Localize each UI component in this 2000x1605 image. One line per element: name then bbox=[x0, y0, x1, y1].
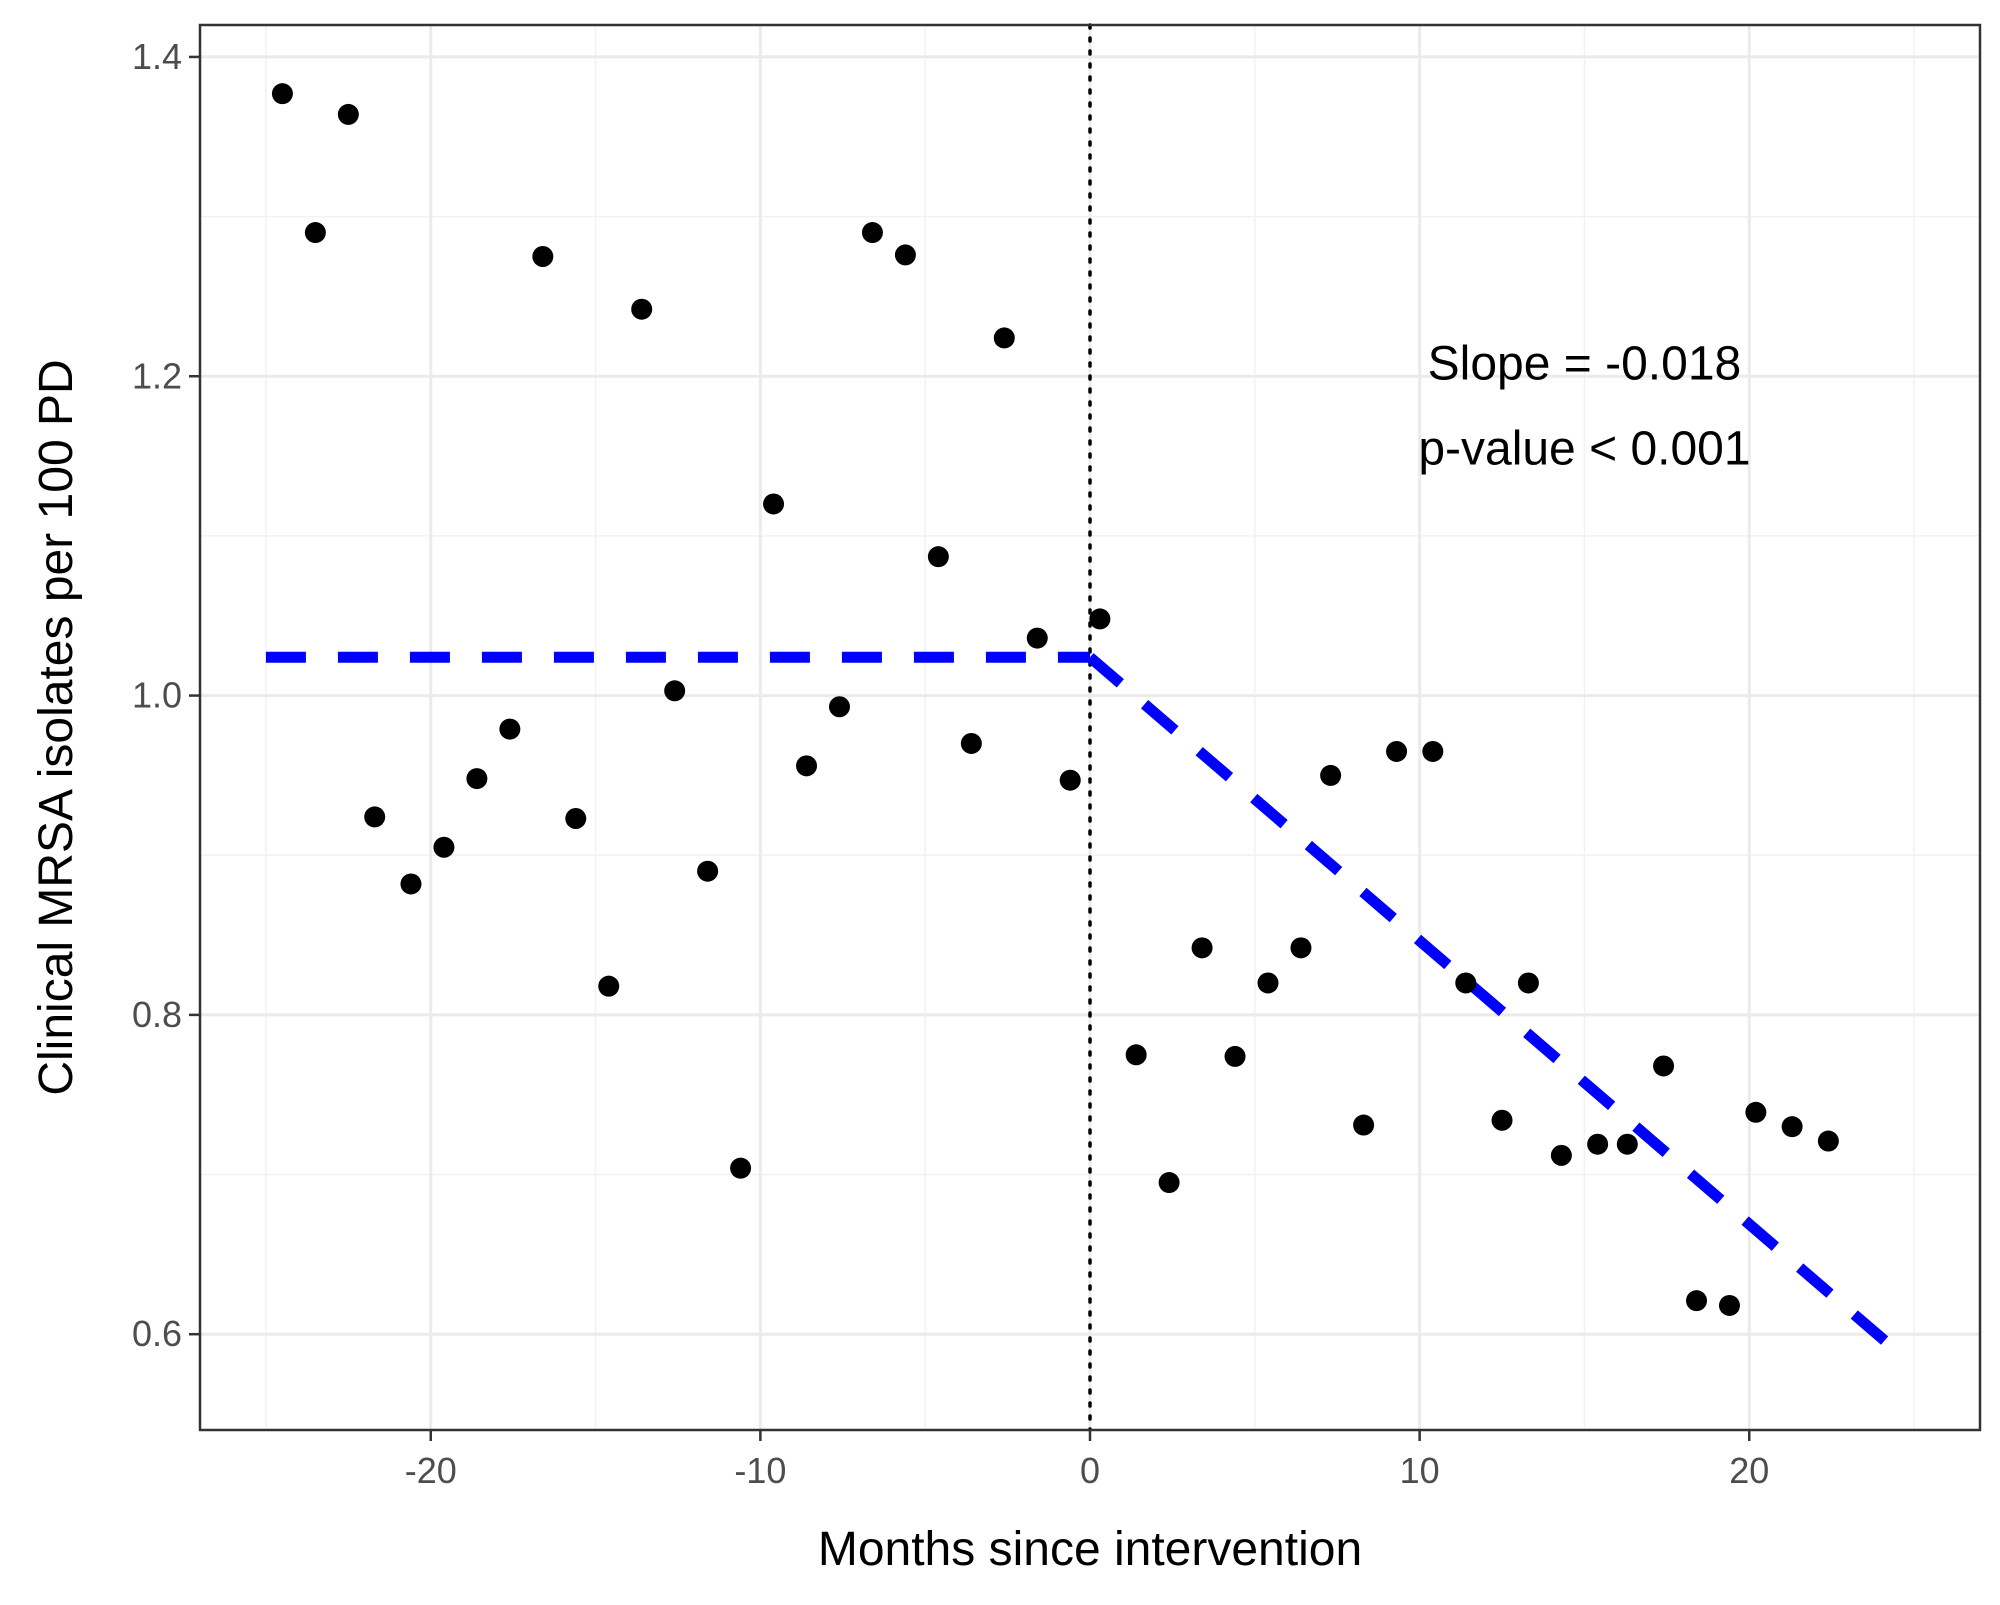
data-point bbox=[1718, 1294, 1740, 1316]
data-point bbox=[1290, 937, 1312, 959]
y-tick-label: 0.8 bbox=[132, 994, 182, 1035]
data-point bbox=[1653, 1055, 1675, 1077]
data-point bbox=[337, 103, 359, 125]
data-point bbox=[1745, 1101, 1767, 1123]
data-point bbox=[828, 696, 850, 718]
y-tick-label: 0.6 bbox=[132, 1313, 182, 1354]
x-tick-label: -10 bbox=[734, 1450, 786, 1491]
data-point bbox=[1320, 764, 1342, 786]
data-point bbox=[1026, 627, 1048, 649]
y-tick-label: 1.4 bbox=[132, 36, 182, 77]
annotation-p-value: p-value < 0.001 bbox=[1418, 422, 1750, 475]
data-point bbox=[697, 860, 719, 882]
data-point bbox=[466, 768, 488, 790]
x-axis-title: Months since intervention bbox=[818, 1523, 1362, 1576]
data-point bbox=[730, 1157, 752, 1179]
data-point bbox=[400, 873, 422, 895]
data-point bbox=[364, 806, 386, 828]
data-point bbox=[1550, 1144, 1572, 1166]
data-point bbox=[1491, 1109, 1513, 1131]
data-points bbox=[271, 83, 1839, 1316]
data-point bbox=[861, 222, 883, 244]
x-tick-label: -20 bbox=[405, 1450, 457, 1491]
data-point bbox=[1353, 1114, 1375, 1136]
x-tick-label: 20 bbox=[1729, 1450, 1769, 1491]
data-point bbox=[1817, 1130, 1839, 1152]
y-tick-label: 1.0 bbox=[132, 675, 182, 716]
data-point bbox=[796, 755, 818, 777]
data-point bbox=[1587, 1133, 1609, 1155]
data-point bbox=[927, 546, 949, 568]
fit-lines bbox=[265, 651, 1902, 1356]
data-point bbox=[993, 327, 1015, 349]
data-point bbox=[1257, 972, 1279, 994]
data-point bbox=[499, 718, 521, 740]
data-point bbox=[631, 298, 653, 320]
data-point bbox=[1224, 1045, 1246, 1067]
data-point bbox=[1089, 608, 1111, 630]
data-point bbox=[664, 680, 686, 702]
annotation-slope: Slope = -0.018 bbox=[1428, 337, 1742, 390]
data-point bbox=[271, 83, 293, 105]
x-axis-ticks: -20 -10 0 10 20 bbox=[405, 1430, 1769, 1491]
data-point bbox=[1686, 1290, 1708, 1312]
data-point bbox=[1158, 1172, 1180, 1194]
y-axis-title: Clinical MRSA isolates per 100 PD bbox=[30, 359, 83, 1095]
data-point bbox=[433, 836, 455, 858]
y-tick-label: 1.2 bbox=[132, 355, 182, 396]
data-point bbox=[1616, 1133, 1638, 1155]
x-tick-label: 10 bbox=[1400, 1450, 1440, 1491]
x-tick-label: 0 bbox=[1080, 1450, 1100, 1491]
data-point bbox=[1191, 937, 1213, 959]
data-point bbox=[1059, 769, 1081, 791]
data-point bbox=[598, 975, 620, 997]
data-point bbox=[1455, 972, 1477, 994]
data-point bbox=[532, 246, 554, 268]
data-point bbox=[1386, 740, 1408, 762]
data-point bbox=[763, 493, 785, 515]
data-point bbox=[565, 808, 587, 830]
data-point bbox=[1517, 972, 1539, 994]
data-point bbox=[1125, 1044, 1147, 1066]
y-axis-ticks: 0.6 0.8 1.0 1.2 1.4 bbox=[132, 36, 200, 1354]
fit-line-post-intervention bbox=[1086, 653, 1902, 1356]
data-point bbox=[1422, 740, 1444, 762]
data-point bbox=[960, 732, 982, 754]
data-point bbox=[894, 244, 916, 266]
data-point bbox=[1781, 1116, 1803, 1138]
data-point bbox=[304, 222, 326, 244]
